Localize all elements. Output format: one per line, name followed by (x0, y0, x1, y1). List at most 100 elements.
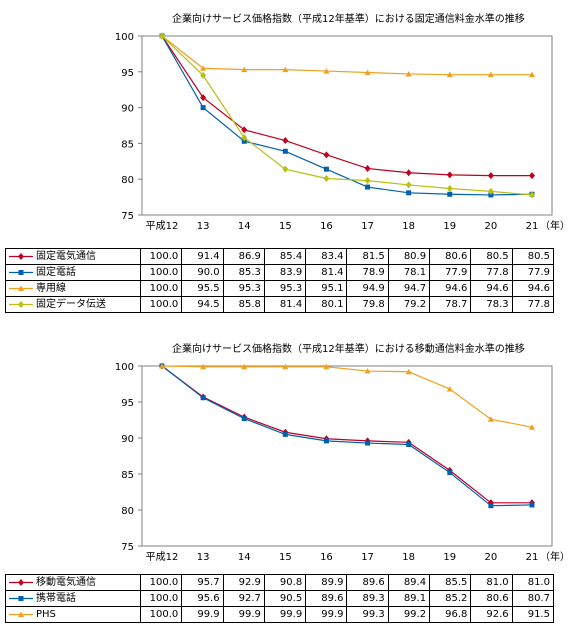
table-cell: 100.0 (139, 590, 183, 607)
table-cell: 78.7 (429, 296, 472, 313)
data-point (405, 368, 412, 375)
table-row: PHS 100.0 99.9 99.9 99.9 99.9 99.3 99.2 96.8 92.6… (5, 606, 554, 623)
table-cell: 94.5 (181, 296, 224, 313)
table-row: 固定データ伝送 100.0 94.5 85.8 81.4 80.1 79.8 79.2 78.7… (5, 296, 554, 313)
series-1 (159, 32, 535, 180)
data-point (323, 438, 329, 444)
chart-title-mobile: 企業向けサービス価格指数（平成12年基準）における移動通信料金水準の推移 (172, 344, 525, 355)
legend-marker (9, 596, 33, 601)
data-point (529, 172, 535, 180)
data-point (323, 174, 330, 182)
series-line (161, 365, 532, 504)
data-point (405, 169, 412, 177)
legend-label: 固定データ伝送 (36, 299, 106, 310)
table-cell: 94.9 (346, 280, 389, 297)
data-point (446, 71, 453, 78)
table-row: 専用線 100.0 95.5 95.3 95.3 95.1 94.9 94.7 94.6 94.6… (5, 280, 554, 297)
table-cell: 77.9 (511, 264, 554, 281)
x-tick-label: 平成12 (146, 220, 179, 232)
legend-cell: 固定電話 (5, 264, 141, 281)
table-cell: 77.9 (429, 264, 472, 281)
y-tick-label: 80 (121, 506, 134, 517)
legend-label: 固定電気通信 (36, 251, 96, 262)
table-cell: 95.7 (181, 574, 224, 591)
x-tick-label: 13 (197, 221, 210, 232)
table-cell: 100.0 (139, 606, 183, 623)
table-cell: 95.3 (222, 280, 265, 297)
table-cell: 89.9 (305, 574, 348, 591)
table-cell: 89.6 (346, 574, 389, 591)
table-cell: 85.5 (429, 574, 472, 591)
data-point (446, 185, 453, 193)
x-tick-label: 14 (238, 552, 251, 563)
data-point (487, 172, 494, 180)
data-point (364, 164, 371, 172)
table-cell: 78.1 (387, 264, 431, 281)
table-cell: 86.9 (222, 248, 265, 265)
x-tick-label: 14 (238, 221, 251, 232)
plot-fixed: 75 80 85 90 95 100 平成12 13 14 15 16 17 18 19 20 21 （年） (115, 32, 570, 232)
data-point (446, 171, 453, 179)
legend-cell: 携帯電話 (5, 590, 141, 607)
data-point (282, 148, 288, 154)
x-tick-label: 13 (197, 552, 210, 563)
legend-marker-shape (18, 270, 24, 275)
table-cell: 81.4 (305, 264, 348, 281)
legend-cell: 固定電気通信 (5, 248, 141, 265)
data-point (529, 424, 535, 430)
table-cell: 91.5 (511, 606, 554, 623)
table-cell: 80.7 (511, 590, 554, 607)
series-line (161, 35, 533, 196)
table-cell: 95.1 (305, 280, 348, 297)
series-line (161, 35, 532, 76)
x-tick-label: 19 (443, 221, 456, 232)
data-table-mobile: 移動電気通信 100.0 95.7 92.9 90.8 89.9 89.6 89.4 85.5 8… (5, 574, 554, 623)
legend-cell: 専用線 (5, 280, 141, 297)
table-cell: 85.3 (222, 264, 265, 281)
y-tick-label: 80 (121, 175, 134, 186)
table-cell: 81.0 (470, 574, 513, 591)
y-tick-label: 95 (121, 398, 134, 409)
data-point (405, 181, 412, 189)
data-point (446, 386, 453, 392)
table-cell: 100.0 (139, 574, 183, 591)
table-cell: 78.3 (470, 296, 513, 313)
x-tick-label: 17 (361, 221, 374, 232)
data-point (487, 416, 494, 422)
data-point (159, 363, 165, 369)
table-cell: 89.4 (387, 574, 431, 591)
table-cell: 100.0 (139, 248, 183, 265)
table-cell: 94.6 (429, 280, 472, 297)
y-tick-label: 75 (121, 211, 134, 222)
table-cell: 80.5 (470, 248, 513, 265)
y-tick-label: 85 (121, 470, 134, 481)
table-row: 固定電気通信 100.0 91.4 86.9 85.4 83.4 81.5 80.9 80.6 8… (5, 248, 554, 265)
y-tick-label: 75 (121, 542, 134, 553)
table-cell: 94.6 (511, 280, 554, 297)
data-point (487, 187, 494, 195)
x-tick-label: 18 (402, 221, 415, 232)
data-point (447, 470, 453, 476)
data-point (364, 69, 371, 76)
legend-marker (9, 285, 33, 291)
table-cell: 95.3 (263, 280, 307, 297)
series-line (161, 365, 533, 507)
data-point (282, 431, 288, 437)
table-cell: 95.5 (181, 280, 224, 297)
legend-marker (9, 253, 33, 260)
table-cell: 92.9 (222, 574, 265, 591)
table-cell: 100.0 (139, 280, 183, 297)
x-tick-label: 平成12 (146, 551, 179, 563)
table-cell: 89.6 (305, 590, 348, 607)
data-point (282, 363, 289, 370)
data-point (529, 502, 535, 508)
plot-area (141, 365, 553, 547)
table-cell: 80.1 (305, 296, 348, 313)
legend-marker-shape (18, 596, 24, 601)
table-cell: 81.5 (346, 248, 389, 265)
legend-cell: 固定データ伝送 (5, 296, 141, 313)
table-cell: 96.8 (429, 606, 472, 623)
legend-marker (9, 301, 33, 308)
data-point (323, 68, 330, 74)
table-cell: 85.4 (263, 248, 307, 265)
